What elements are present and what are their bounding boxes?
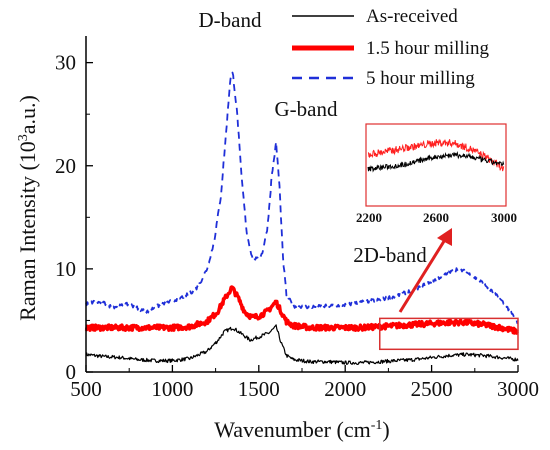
y-tick-label-10: 10 xyxy=(55,257,76,281)
arrow-head xyxy=(437,228,452,246)
highlight-box-2d-region xyxy=(379,317,519,351)
y-axis-title: Raman Intensity (103a.u.) xyxy=(15,95,40,321)
legend-label-as-received: As-received xyxy=(366,6,458,27)
inset-tick-2600: 2600 xyxy=(423,210,449,225)
x-tick-label-1000: 1000 xyxy=(151,377,193,401)
inset-frame xyxy=(365,123,507,207)
series-line-as-received xyxy=(85,324,519,365)
y-tick-label-0: 0 xyxy=(66,360,77,384)
legend-label-1-5-hour: 1.5 hour milling xyxy=(366,38,489,59)
inset-series-as-received xyxy=(367,150,505,173)
annotation-d-band: D-band xyxy=(199,8,262,32)
x-tick-label-2000: 2000 xyxy=(324,377,366,401)
series-line-5-hour-milling xyxy=(85,71,519,325)
x-tick-label-3000: 3000 xyxy=(497,377,539,401)
plot-area xyxy=(84,71,520,365)
x-tick-label-500: 500 xyxy=(70,377,102,401)
series-line-1-5-hour-milling xyxy=(84,285,520,335)
x-tick-label-2500: 2500 xyxy=(411,377,453,401)
axis-ticks: 500 1000 1500 2000 2500 3000 0 10 20 30 xyxy=(55,36,539,401)
inset-tick-2200: 2200 xyxy=(356,210,382,225)
y-tick-label-20: 20 xyxy=(55,154,76,178)
inset-tick-3000: 3000 xyxy=(491,210,517,225)
legend: As-received 1.5 hour milling 5 hour mill… xyxy=(292,6,489,89)
x-tick-label-1500: 1500 xyxy=(238,377,280,401)
inset-series-1-5-hour xyxy=(367,138,505,172)
inset-zoom: 2200 2600 3000 xyxy=(356,123,517,225)
annotation-2d-band: 2D-band xyxy=(353,243,427,267)
arrow-shaft xyxy=(398,237,448,313)
y-tick-label-30: 30 xyxy=(55,51,76,75)
legend-label-5-hour: 5 hour milling xyxy=(366,68,475,89)
x-axis-title: Wavenumber (cm-1) xyxy=(214,417,389,442)
annotation-g-band: G-band xyxy=(275,97,338,121)
